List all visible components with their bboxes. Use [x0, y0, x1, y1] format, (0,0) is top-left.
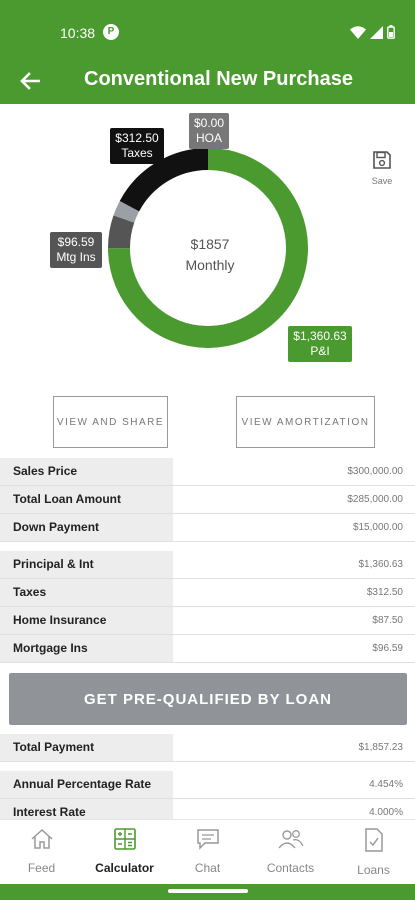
row-label: Total Loan Amount [0, 486, 173, 513]
row-value: $312.50 [366, 587, 403, 598]
wifi-icon [350, 25, 366, 39]
taxes-callout: $312.50 Taxes [110, 128, 164, 164]
nav-label: Contacts [266, 861, 315, 875]
table-row: Down Payment $15,000.00 [0, 514, 415, 542]
row-value: $15,000.00 [352, 522, 403, 533]
mtg-ins-callout-label: Mtg Ins [56, 250, 96, 264]
home-icon [30, 828, 53, 849]
row-value: 4.454% [369, 779, 403, 790]
mtg-ins-callout: $96.59 Mtg Ins [50, 232, 102, 268]
hoa-callout-label: HOA [195, 131, 222, 145]
row-value: $285,000.00 [347, 494, 403, 505]
home-indicator[interactable] [168, 889, 248, 893]
nav-item-calculator[interactable]: Calculator [83, 828, 166, 875]
slice-p-i [108, 148, 308, 348]
row-value: $96.59 [372, 643, 403, 654]
app-bar: Conventional New Purchase [0, 58, 415, 104]
row-label: Total Payment [0, 734, 173, 761]
arrow-left-icon [20, 72, 40, 90]
row-value: 4.000% [369, 807, 403, 818]
nav-label: Loans [357, 863, 390, 877]
nav-label: Chat [194, 861, 221, 875]
nav-label: Calculator [95, 861, 154, 875]
status-time: 10:38 [60, 25, 96, 41]
contacts-icon [277, 830, 304, 849]
row-label: Down Payment [0, 514, 173, 541]
nav-label: Feed [27, 861, 56, 875]
table-row: Total Loan Amount $285,000.00 [0, 486, 415, 514]
pi-callout: $1,360.63 P&I [288, 326, 352, 362]
save-button[interactable]: Save [366, 150, 398, 186]
row-label: Taxes [0, 579, 173, 606]
total-table: Total Payment $1,857.23 [0, 734, 415, 762]
table-row: Taxes $312.50 [0, 579, 415, 607]
slice-mtg-ins [107, 215, 135, 249]
row-label: Home Insurance [0, 607, 173, 634]
monthly-total: $1857 [190, 236, 230, 252]
calculator-icon [113, 828, 136, 850]
save-icon [373, 151, 391, 169]
view-amortization-button[interactable]: VIEW AMORTIZATION [236, 396, 375, 448]
notification-icon: P [103, 24, 119, 40]
pi-callout-amount: $1,360.63 [293, 329, 347, 343]
mtg-ins-callout-amount: $96.59 [57, 235, 95, 249]
table-row: Annual Percentage Rate 4.454% [0, 771, 415, 799]
row-value: $87.50 [372, 615, 403, 626]
table-row: Home Insurance $87.50 [0, 607, 415, 635]
page-title: Conventional New Purchase [84, 68, 353, 90]
view-and-share-button[interactable]: VIEW AND SHARE [53, 396, 168, 448]
taxes-callout-amount: $312.50 [115, 131, 159, 145]
row-value: $1,360.63 [358, 559, 404, 570]
nav-item-chat[interactable]: Chat [166, 828, 249, 875]
row-value: $300,000.00 [347, 466, 403, 477]
donut-chart [107, 148, 308, 348]
slice-taxes [119, 148, 209, 212]
hoa-callout-amount: $0.00 [193, 116, 225, 130]
row-value: $1,857.23 [358, 742, 404, 753]
status-icons [350, 25, 395, 39]
payment-chart: $1857 Monthly $312.50 Taxes $0.00 HOA $9… [0, 104, 415, 394]
table-row: Principal & Int $1,360.63 [0, 551, 415, 579]
taxes-callout-label: Taxes [121, 146, 153, 160]
get-prequalified-button[interactable]: GET PRE-QUALIFIED BY LOAN [9, 673, 407, 725]
signal-icon [370, 25, 383, 39]
table-row: Mortgage Ins $96.59 [0, 635, 415, 663]
row-label: Principal & Int [0, 551, 173, 578]
document-check-icon [364, 828, 383, 852]
monthly-label: Monthly [185, 257, 235, 273]
chat-icon [196, 829, 219, 850]
table-row: Total Payment $1,857.23 [0, 734, 415, 762]
table-row: Sales Price $300,000.00 [0, 458, 415, 486]
back-button[interactable] [14, 66, 46, 96]
system-nav-bar [0, 884, 415, 900]
pi-callout-label: P&I [310, 344, 330, 358]
save-label: Save [371, 176, 393, 186]
row-label: Mortgage Ins [0, 635, 173, 662]
loan-table: Sales Price $300,000.00 Total Loan Amoun… [0, 458, 415, 542]
hoa-callout: $0.00 HOA [189, 113, 229, 149]
status-bar: 10:38 P [0, 0, 415, 58]
row-label: Annual Percentage Rate [0, 771, 173, 798]
row-label: Sales Price [0, 458, 173, 485]
payment-table: Principal & Int $1,360.63 Taxes $312.50 … [0, 551, 415, 663]
nav-item-loans[interactable]: Loans [332, 828, 415, 877]
nav-item-contacts[interactable]: Contacts [249, 828, 332, 875]
nav-item-feed[interactable]: Feed [0, 828, 83, 875]
battery-icon [387, 25, 395, 39]
slice-hoa [113, 201, 140, 223]
